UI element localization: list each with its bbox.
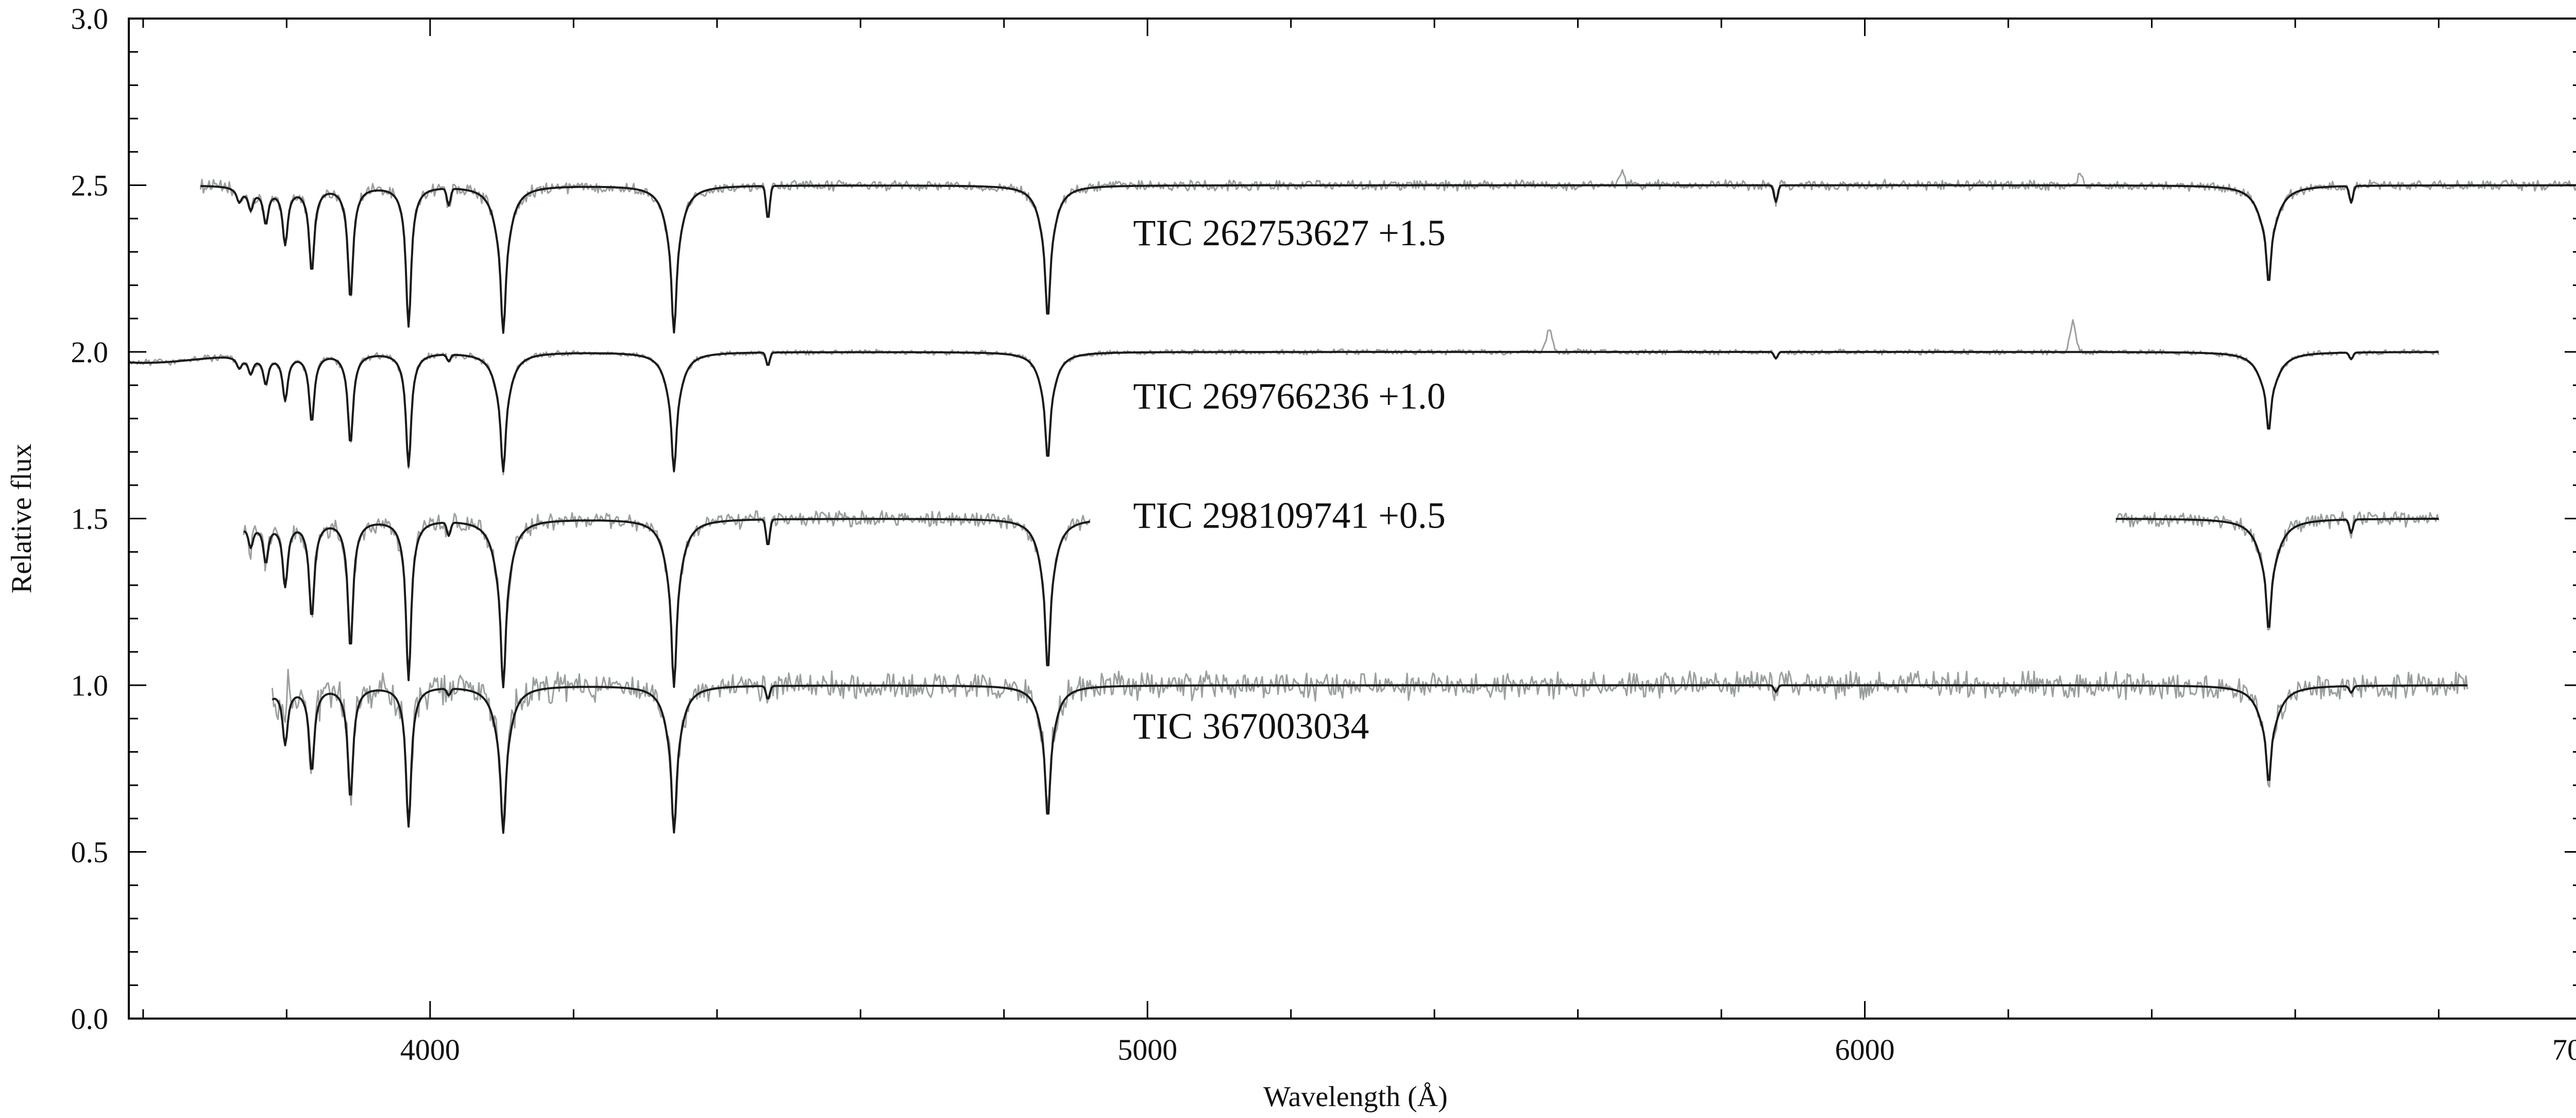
- series-layer: [128, 169, 2576, 834]
- x-tick-label: 5000: [1117, 1033, 1177, 1066]
- series-label: TIC 367003034: [1133, 706, 1369, 747]
- y-tick-label: 2.5: [71, 169, 109, 202]
- y-tick-label: 2.0: [71, 335, 109, 369]
- observed-spectrum: [2115, 511, 2439, 631]
- y-tick-label: 1.5: [71, 502, 109, 536]
- model-spectrum: [272, 684, 2468, 834]
- series-1: [199, 169, 2576, 334]
- observed-spectrum: [199, 169, 2576, 333]
- axes: 4000 5000 6000 7000 0.0 0.5 1.0 1.5 2.0 2.5 3.0: [71, 2, 2576, 1066]
- series-label: TIC 298109741 +0.5: [1133, 495, 1446, 536]
- series-2: [128, 319, 2439, 476]
- series-3: [243, 510, 2439, 688]
- y-tick-label: 1.0: [71, 669, 109, 702]
- observed-spectrum: [272, 669, 2468, 831]
- model-spectrum: [243, 518, 1091, 688]
- series-label-layer: TIC 262753627 +1.5 TIC 269766236 +1.0 TIC …: [1133, 212, 1446, 747]
- model-spectrum: [200, 184, 2576, 334]
- y-tick-label: 0.5: [71, 836, 109, 869]
- model-spectrum: [128, 351, 2439, 472]
- series-4: [272, 669, 2468, 834]
- model-spectrum: [2115, 518, 2439, 628]
- series-label: TIC 262753627 +1.5: [1133, 212, 1446, 253]
- y-tick-label: 3.0: [71, 2, 109, 36]
- observed-spectrum: [243, 510, 1091, 688]
- x-tick-label: 4000: [400, 1033, 460, 1066]
- series-label: TIC 269766236 +1.0: [1133, 376, 1446, 417]
- x-tick-label: 6000: [1835, 1033, 1895, 1066]
- y-tick-label: 0.0: [71, 1002, 109, 1036]
- x-tick-label: 7000: [2552, 1033, 2576, 1066]
- x-axis-title: Wavelength (Å): [1263, 1081, 1448, 1113]
- y-axis-title: Relative flux: [6, 444, 38, 594]
